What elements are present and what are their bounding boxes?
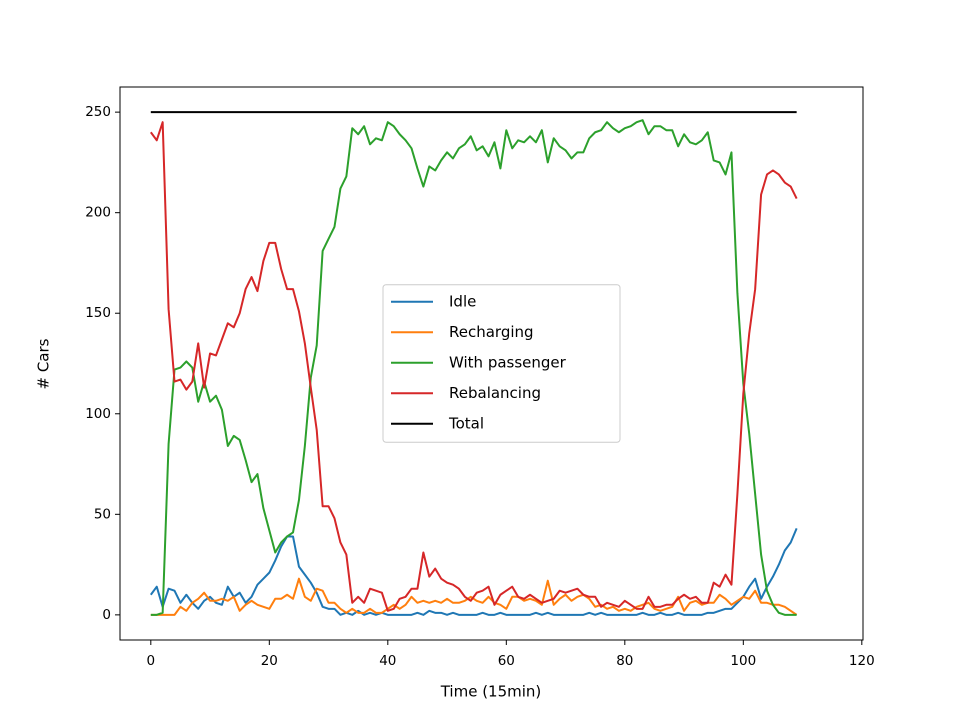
x-tick-label: 0: [147, 653, 156, 669]
y-tick-label: 100: [85, 406, 111, 422]
y-tick-label: 200: [85, 205, 111, 221]
axes-frame: [119, 86, 864, 641]
legend-label: Idle: [449, 292, 476, 310]
data-line: [150, 577, 798, 616]
x-tick-label: 100: [730, 653, 756, 669]
data-line: [150, 528, 798, 616]
y-axis-label: # Cars: [35, 338, 53, 389]
legend-box: [382, 284, 621, 443]
legend-label: Total: [448, 414, 484, 432]
x-tick-label: 80: [616, 653, 633, 669]
legend-label: With passenger: [449, 353, 567, 371]
legend-label: Rebalancing: [449, 384, 541, 402]
y-tick-label: 150: [85, 305, 111, 321]
x-tick-label: 120: [849, 653, 875, 669]
legend-label: Recharging: [449, 323, 534, 341]
x-tick-label: 40: [379, 653, 396, 669]
y-tick-label: 250: [85, 104, 111, 120]
data-line: [150, 121, 798, 612]
x-axis-label: Time (15min): [440, 683, 542, 701]
legend: Idle Recharging With passenger Rebalancing T…: [382, 284, 621, 443]
data-line: [150, 119, 797, 616]
x-tick-label: 60: [498, 653, 515, 669]
x-tick-label: 20: [261, 653, 278, 669]
y-tick-label: 0: [102, 607, 111, 623]
y-tick-label: 50: [94, 506, 111, 522]
